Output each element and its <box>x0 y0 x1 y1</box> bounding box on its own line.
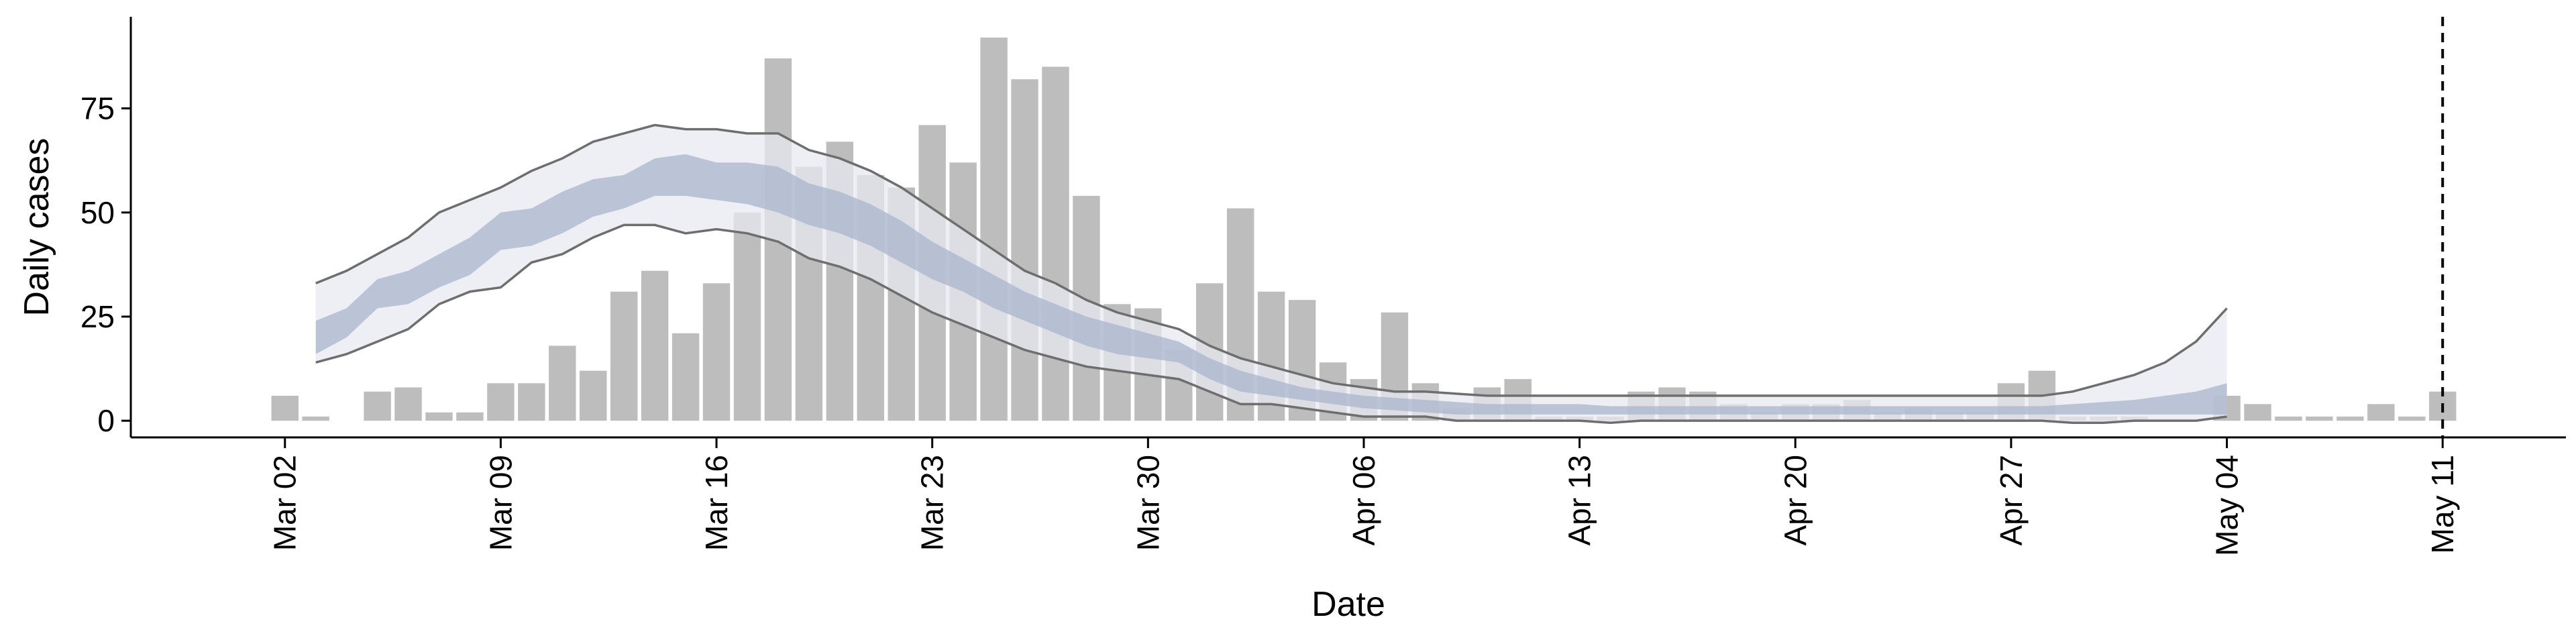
case-bar <box>1011 79 1038 421</box>
x-tick-label: Apr 06 <box>1346 455 1381 546</box>
x-tick-label: Mar 02 <box>268 455 303 551</box>
case-bar <box>980 38 1008 421</box>
case-bar <box>2275 416 2302 421</box>
x-tick-label: May 04 <box>2210 455 2245 556</box>
x-tick-label: Mar 16 <box>699 455 734 551</box>
case-bar <box>425 412 453 421</box>
case-bar <box>2244 404 2271 421</box>
x-tick-label: Mar 30 <box>1130 455 1165 551</box>
case-bar <box>2337 416 2364 421</box>
case-bar <box>456 412 484 421</box>
y-tick-label: 25 <box>80 299 115 334</box>
x-tick-label: Apr 27 <box>1994 455 2029 546</box>
case-bar <box>2398 416 2426 421</box>
x-tick-label: Mar 09 <box>483 455 518 551</box>
case-bar <box>641 270 669 421</box>
y-axis-title: Daily cases <box>17 138 56 317</box>
upper-bound-line <box>315 123 2228 397</box>
x-tick-label: Mar 23 <box>915 455 950 551</box>
case-bar <box>364 391 391 421</box>
case-bar <box>2367 404 2395 421</box>
x-tick-label: Apr 13 <box>1562 455 1597 546</box>
x-axis-title: Date <box>1311 585 1385 624</box>
x-tick-label: May 11 <box>2425 455 2460 553</box>
case-bar <box>672 333 700 421</box>
case-bar <box>518 383 545 421</box>
x-tick-label: Apr 20 <box>1778 455 1813 546</box>
case-bar <box>733 212 761 421</box>
case-bar <box>302 416 329 421</box>
case-bar <box>2306 416 2333 421</box>
case-bar <box>610 291 638 421</box>
case-bar <box>271 395 299 421</box>
case-bar <box>487 383 515 421</box>
y-tick-label: 75 <box>80 91 115 126</box>
case-bar <box>549 345 576 421</box>
case-bar <box>394 387 422 421</box>
axes-layer: 0 25 50 75 Mar 02 Mar 09 Mar 16 Mar 23 Mar 30 Apr… <box>80 17 2566 556</box>
estimate-bands-layer <box>315 123 2228 425</box>
case-bar <box>702 283 731 421</box>
y-tick-label: 0 <box>97 403 115 438</box>
case-bar <box>580 370 607 421</box>
lower-bound-line <box>315 223 2227 425</box>
case-bar <box>1042 66 1069 421</box>
y-tick-label: 50 <box>80 195 115 230</box>
